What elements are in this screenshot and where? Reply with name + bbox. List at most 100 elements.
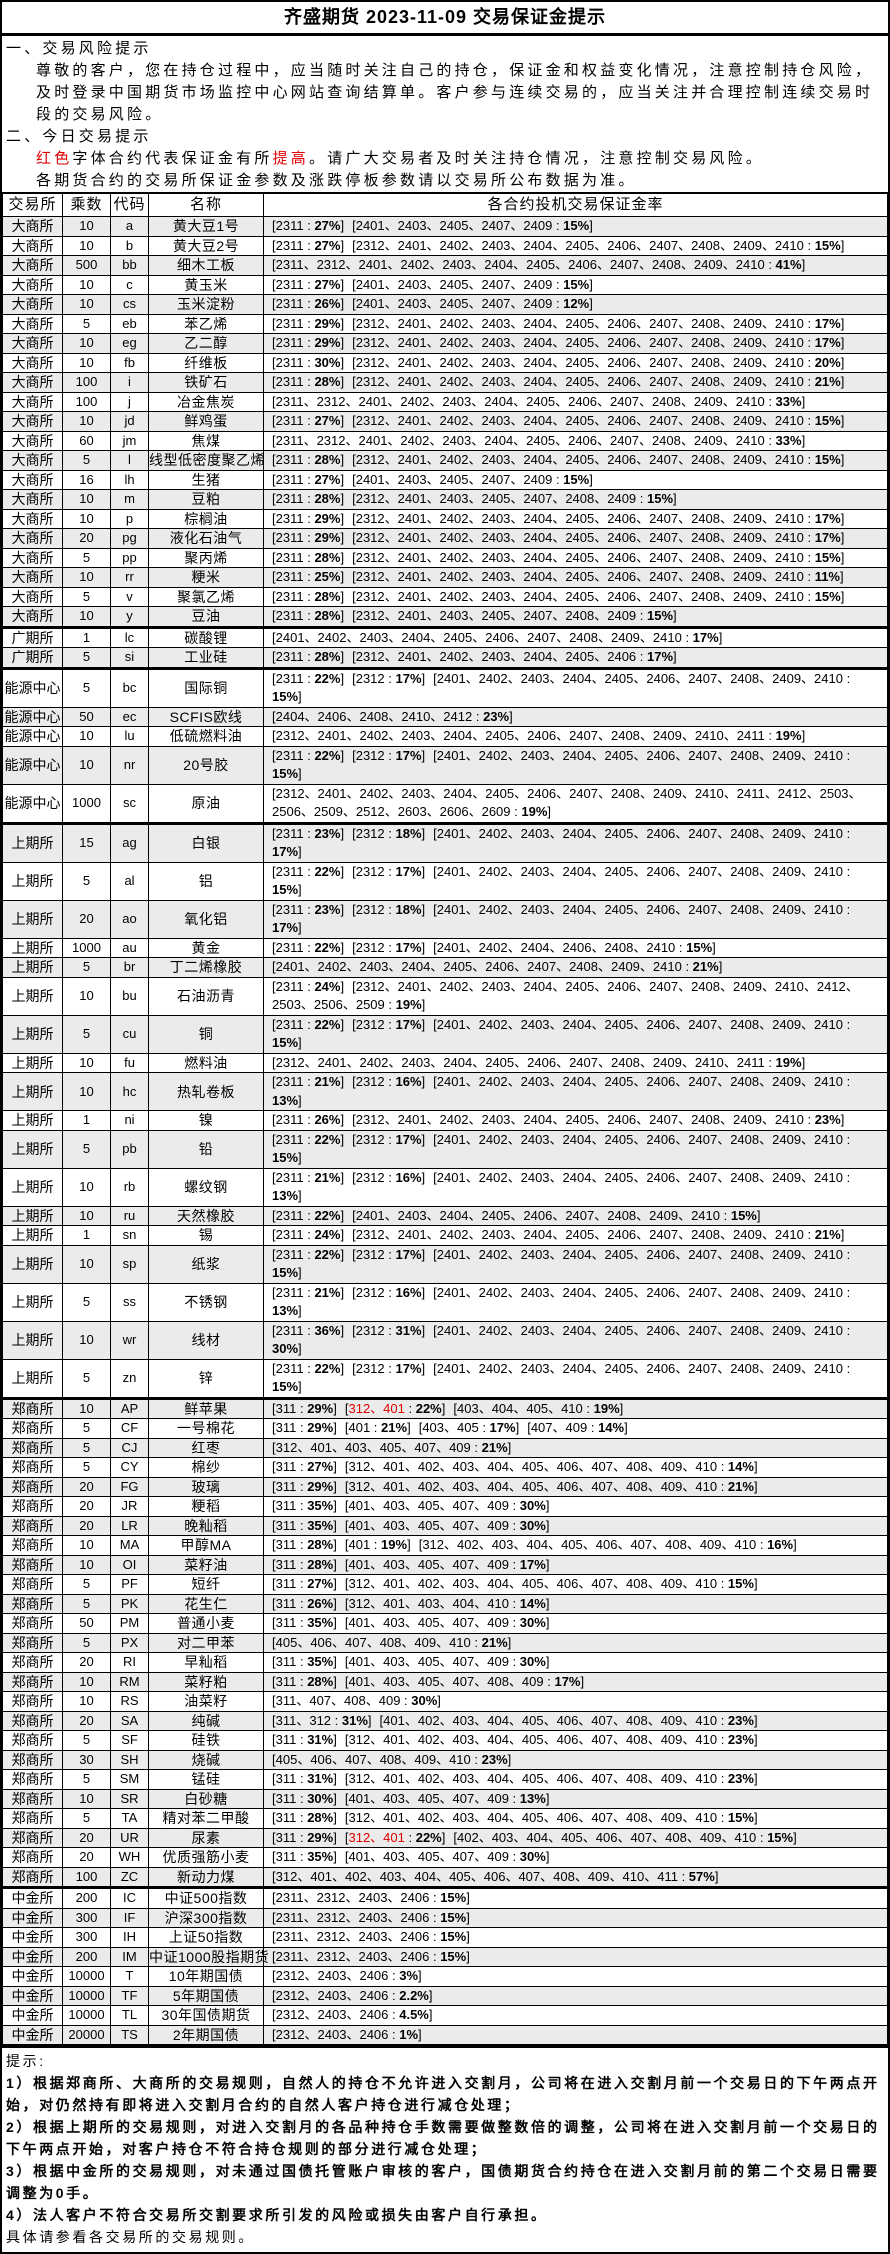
table-row: 能源中心 1000 sc 原油 [2312、2401、2402、2403、2404、24…	[2, 783, 888, 824]
margin-group: [311 : 35%]	[272, 1654, 337, 1669]
margin-rate: 17%	[814, 315, 841, 331]
name-cell: 花生仁	[148, 1593, 264, 1614]
name-cell: 燃料油	[148, 1052, 264, 1073]
margin-group: [2311 : 22%]	[272, 1207, 345, 1223]
table-row: 上期所 5 al 铝 [2311 : 22%] [2312 : 17%] [2401、240…	[2, 861, 888, 901]
margin-rate: 17%	[395, 1360, 422, 1376]
contract-months: 401、403、405、407、409	[348, 1556, 509, 1572]
code-cell: UR	[110, 1827, 149, 1848]
contract-months: 2401、2402、2404、2406、2408、2410	[436, 939, 676, 955]
contract-months: 2311	[275, 1169, 304, 1185]
name-cell: 铝	[148, 861, 264, 901]
table-row: 郑商所 10 MA 甲醇MA [311 : 28%] [401 : 19%] [312、40…	[2, 1535, 888, 1556]
margin-group: [2401、2402、2403、2404、2405、2406、2407、2408…	[272, 1016, 851, 1051]
exchange-cell: 能源中心	[2, 666, 63, 708]
exchange-cell: 郑商所	[2, 1788, 63, 1809]
multiplier-cell: 5	[62, 1358, 111, 1399]
margin-group: [2401、2402、2403、2404、2405、2406、2407、2408…	[272, 1074, 851, 1108]
multiplier-cell: 20	[62, 1710, 111, 1731]
name-cell: 铅	[148, 1129, 264, 1169]
exchange-cell: 广期所	[2, 647, 63, 669]
contract-months: 2312、2403、2406	[275, 1987, 389, 2003]
name-cell: 乙二醇	[148, 333, 264, 354]
margin-group: [2312、2401、2402、2403、2404、2405、2406、2407…	[352, 530, 845, 545]
multiplier-cell: 5	[62, 450, 111, 471]
table-row: 中金所 10000 TF 5年期国债 [2312、2403、2406 : 2.2%]	[2, 1985, 888, 2006]
code-cell: TS	[110, 2024, 149, 2045]
code-cell: ru	[110, 1205, 149, 1226]
name-cell: 短纤	[148, 1574, 264, 1595]
contract-months: 401	[348, 1537, 371, 1552]
code-cell: CY	[110, 1457, 149, 1478]
name-cell: 硅铁	[148, 1730, 264, 1751]
contract-months: 2401、2402、2403、2404、2405、2406、2407、2408、…	[436, 1074, 843, 1089]
margin-group: [311 : 29%]	[272, 1478, 337, 1494]
margin-rate: 24%	[314, 978, 341, 994]
table-row: 大商所 10 a 黄大豆1号 [2311 : 27%] [2401、2403、2405、2…	[2, 216, 888, 237]
exchange-cell: 上期所	[2, 899, 63, 939]
code-cell: ni	[110, 1110, 149, 1131]
contract-months: 401、403、405、407、408、409	[348, 1673, 544, 1689]
margin-rate: 29%	[314, 315, 341, 331]
margin-rate: 15%	[814, 452, 841, 467]
margin-rate: 22%	[314, 1246, 341, 1262]
margin-rate: 22%	[314, 1360, 341, 1376]
code-cell: au	[110, 937, 149, 958]
name-cell: 2年期国债	[148, 2024, 264, 2045]
code-cell: WH	[110, 1847, 149, 1868]
margin-rate: 28%	[307, 1673, 334, 1689]
name-cell: SCFIS欧线	[148, 706, 264, 727]
margin-group: [401、403、405、407、409 : 30%]	[344, 1615, 550, 1630]
exchange-cell: 能源中心	[2, 706, 63, 727]
data-source-note: 各期货合约的交易所保证金参数及涨跌停板参数请以交易所公布数据为准。	[36, 172, 637, 189]
table-row: 上期所 1000 au 黄金 [2311 : 22%] [2312 : 17%] [2401…	[2, 937, 888, 958]
margin-group: [2311 : 22%]	[272, 939, 345, 955]
contract-months: 405、406、407、408、409、410	[275, 1634, 471, 1650]
contract-months: 2404、2406、2408、2410、2412	[275, 708, 473, 724]
margin-group: [2312、2401、2402、2403、2404、2405、2406、2407…	[352, 1112, 845, 1127]
contract-months: 401、403、405、407、409	[348, 1790, 509, 1806]
margin-group: [2312 : 17%]	[352, 670, 426, 686]
code-cell: IF	[110, 1907, 149, 1928]
code-cell: p	[110, 508, 149, 529]
contract-months: 311	[275, 1829, 297, 1845]
code-cell: ag	[110, 821, 149, 863]
code-cell: pp	[110, 547, 149, 568]
margin-rate: 13%	[519, 1790, 546, 1806]
name-cell: 玉米淀粉	[148, 294, 264, 315]
contract-months: 2311、2312、2401、2402、2403、2404、2405、2406、…	[275, 257, 765, 272]
table-row: 郑商所 30 SH 烧碱 [405、406、407、408、409、410 : 23%]	[2, 1749, 888, 1770]
contract-months: 402、403、404、405、406、407、408、409、410	[457, 1829, 757, 1845]
margin-rate: 19%	[381, 1537, 408, 1552]
code-cell: PK	[110, 1593, 149, 1614]
multiplier-cell: 10	[62, 1554, 111, 1575]
contract-months: 2312、2401、2402、2403、2404、2405、2406、2407、…	[355, 354, 804, 370]
multiplier-cell: 20	[62, 528, 111, 549]
margin-group: [2311 : 22%]	[272, 1016, 345, 1032]
margin-rate: 17%	[814, 530, 841, 545]
exchange-cell: 郑商所	[2, 1827, 63, 1848]
name-cell: 焦煤	[148, 430, 264, 451]
contract-months: 2311、2312、2403、2406	[275, 1948, 430, 1964]
margin-group: [402、403、404、405、406、407、408、409、410 : 1…	[453, 1829, 797, 1845]
margin-rate: 17%	[489, 1420, 516, 1435]
margin-rate: 21%	[481, 1634, 508, 1650]
code-cell: jm	[110, 430, 149, 451]
multiplier-cell: 5	[62, 666, 111, 708]
name-cell: 尿素	[148, 1827, 264, 1848]
margin-rate-cell: [2312、2401、2402、2403、2404、2405、2406、2407…	[263, 783, 888, 824]
contract-months: 2312、2401、2402、2403、2404、2405、2406、2407、…	[355, 549, 804, 565]
contract-months: 2311	[275, 530, 304, 545]
code-cell: FG	[110, 1476, 149, 1497]
margin-group: [2311 : 22%]	[272, 670, 345, 686]
contract-months: 2312、2403、2406	[275, 2007, 389, 2022]
margin-group: [403、405 : 17%]	[418, 1420, 520, 1435]
multiplier-cell: 100	[62, 391, 111, 412]
name-cell: 10年期国债	[148, 1966, 264, 1987]
code-cell: RM	[110, 1671, 149, 1692]
margin-group: [401、403、405、407、409 : 30%]	[344, 1498, 550, 1513]
margin-group: [405、406、407、408、409、410 : 23%]	[272, 1751, 512, 1767]
contract-months: 2311	[275, 510, 304, 526]
margin-rate: 17%	[395, 1246, 422, 1262]
margin-group: [2401、2402、2403、2404、2405、2406、2407、2408…	[272, 747, 851, 782]
